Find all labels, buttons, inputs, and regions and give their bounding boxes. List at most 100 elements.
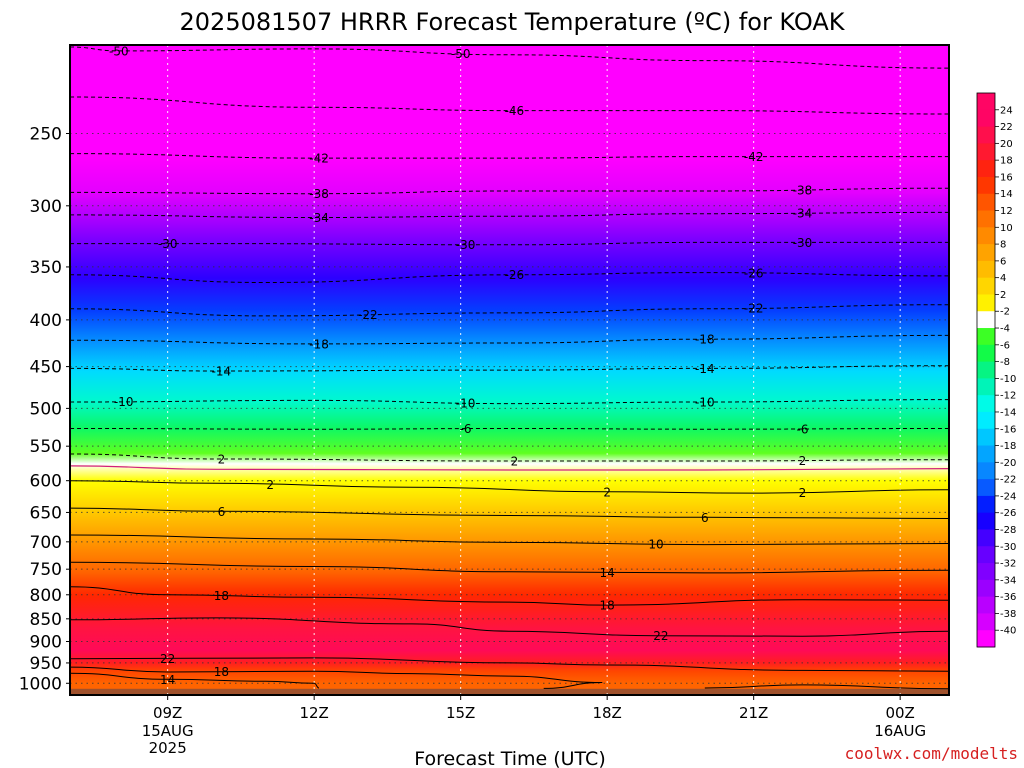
contour-minus14: -14 -14 xyxy=(70,362,949,378)
colorbar-label: 8 xyxy=(1000,240,1006,251)
colorbar-label: -36 xyxy=(1000,592,1016,603)
contour-label: -34 xyxy=(793,207,813,221)
contour-label: -50 xyxy=(109,44,129,58)
contour-label: -6 xyxy=(460,422,472,436)
y-tick-label: 900 xyxy=(30,632,62,652)
colorbar-swatch xyxy=(977,579,995,598)
y-tick-label: 650 xyxy=(30,503,62,523)
contour-label: -10 xyxy=(695,395,715,409)
x-tick-label: 09Z xyxy=(153,704,182,722)
y-tick-label: 1000 xyxy=(19,674,62,694)
colorbar-label: 4 xyxy=(1000,273,1006,284)
contour-minus6: -6 -6 xyxy=(70,422,949,436)
colorbar-label: 24 xyxy=(1000,105,1013,116)
colorbar-swatch xyxy=(977,479,995,497)
plot-area: -50 -50-46-42 -42-38 -38-34 -34-30 -30 -30-26-… xyxy=(69,44,950,696)
contour-label: 18 xyxy=(214,665,229,679)
colorbar-swatch xyxy=(977,160,995,178)
colorbar-label: 2 xyxy=(1000,290,1006,301)
y-tick-label: 450 xyxy=(30,358,62,378)
y-axis: 2503003504004505005506006507007508008509… xyxy=(19,124,70,694)
colorbar-label: -38 xyxy=(1000,609,1016,620)
contour-line xyxy=(70,617,949,637)
contour-label: -30 xyxy=(793,236,813,250)
x-tick-sublabel: 16AUG xyxy=(874,722,926,740)
plot-frame xyxy=(69,44,950,696)
contour-label: 14 xyxy=(600,566,615,580)
colorbar-label: 18 xyxy=(1000,156,1013,167)
colorbar-label: -22 xyxy=(1000,475,1016,486)
contour-label: 2 xyxy=(218,452,226,466)
colorbar-label: 16 xyxy=(1000,172,1013,183)
y-tick-label: 350 xyxy=(30,258,62,278)
x-tick-label: 15Z xyxy=(446,704,475,722)
colorbar-label: -14 xyxy=(1000,407,1016,418)
contour-minus30: -30 -30 -30 xyxy=(70,236,949,252)
contour-label: -14 xyxy=(695,362,715,376)
contour-label: 18 xyxy=(600,599,615,613)
contour-line xyxy=(70,561,949,574)
contour-minus46: -46 xyxy=(70,96,949,118)
contour-line xyxy=(70,657,949,672)
colorbar-swatch xyxy=(977,546,995,564)
y-tick-label: 250 xyxy=(30,124,62,144)
colorbar-swatch xyxy=(977,260,995,279)
contour-label: 22 xyxy=(653,629,668,643)
contour-label: -22 xyxy=(744,302,764,316)
contour-label: 22 xyxy=(160,652,175,666)
contour-22: 22 xyxy=(70,617,949,643)
colorbar-legend: 24 22 20 18 16 14 12 10 8 6 4 2 -2 -4 -6 -8 -10 -12 -14 -16… xyxy=(976,92,1016,648)
colorbar-label: -16 xyxy=(1000,424,1016,435)
contour-label: -18 xyxy=(695,333,715,347)
zero-isotherm-line xyxy=(70,465,949,471)
contour-line xyxy=(70,507,949,519)
colorbar-label: -34 xyxy=(1000,575,1016,586)
contour-label: 6 xyxy=(218,505,226,519)
x-tick-label: 18Z xyxy=(592,704,621,722)
colorbar-swatch xyxy=(977,613,995,631)
colorbar-label: -10 xyxy=(1000,374,1016,385)
x-tick-label: 00Z xyxy=(885,704,914,722)
plot-fill-group: -50 -50-46-42 -42-38 -38-34 -34-30 -30 -30-26-… xyxy=(70,44,949,695)
contour-22: 22 xyxy=(70,652,949,672)
colorbar-swatch xyxy=(977,193,995,212)
contour-minus50: -50 -50 xyxy=(70,44,949,69)
y-tick-label: 500 xyxy=(30,399,62,419)
contour-line xyxy=(70,427,949,430)
contour-label: -34 xyxy=(309,211,329,225)
contour-minus38: -38 -38 xyxy=(70,183,949,201)
contour-label: -10 xyxy=(114,395,134,409)
contour-label: -42 xyxy=(744,150,764,164)
colorbar-label: -20 xyxy=(1000,458,1016,469)
colorbar-swatch xyxy=(977,512,995,530)
y-tick-label: 950 xyxy=(30,654,62,674)
colorbar-swatch xyxy=(977,563,995,581)
contour-label: -22 xyxy=(358,308,378,322)
colorbar-label: -32 xyxy=(1000,559,1016,570)
ground-strip xyxy=(70,688,949,695)
x-axis-title: Forecast Time (UTC) xyxy=(414,748,605,768)
colorbar-swatch xyxy=(977,411,995,430)
colorbar-swatch xyxy=(977,328,995,346)
colorbar-label: 10 xyxy=(1000,223,1013,234)
colorbar-swatch xyxy=(977,361,995,379)
contour-line xyxy=(70,46,949,69)
contour-minus2: 2 2 2 xyxy=(70,452,949,469)
contour-label: -10 xyxy=(456,396,476,410)
contour-line xyxy=(70,534,949,546)
colorbar-swatch xyxy=(977,395,995,413)
credit-label: coolwx.com/modelts xyxy=(845,744,1018,763)
colorbar-swatch xyxy=(977,210,995,228)
contour-minus18: -18 -18 xyxy=(70,333,949,351)
x-tick-label: 12Z xyxy=(299,704,328,722)
colorbar-swatch xyxy=(977,378,995,396)
contour-line xyxy=(70,666,603,689)
colorbar-swatch xyxy=(977,126,995,144)
colorbar-label: -24 xyxy=(1000,491,1016,502)
contour-14: 14 xyxy=(70,561,949,580)
colorbar-label: -4 xyxy=(1000,324,1010,335)
